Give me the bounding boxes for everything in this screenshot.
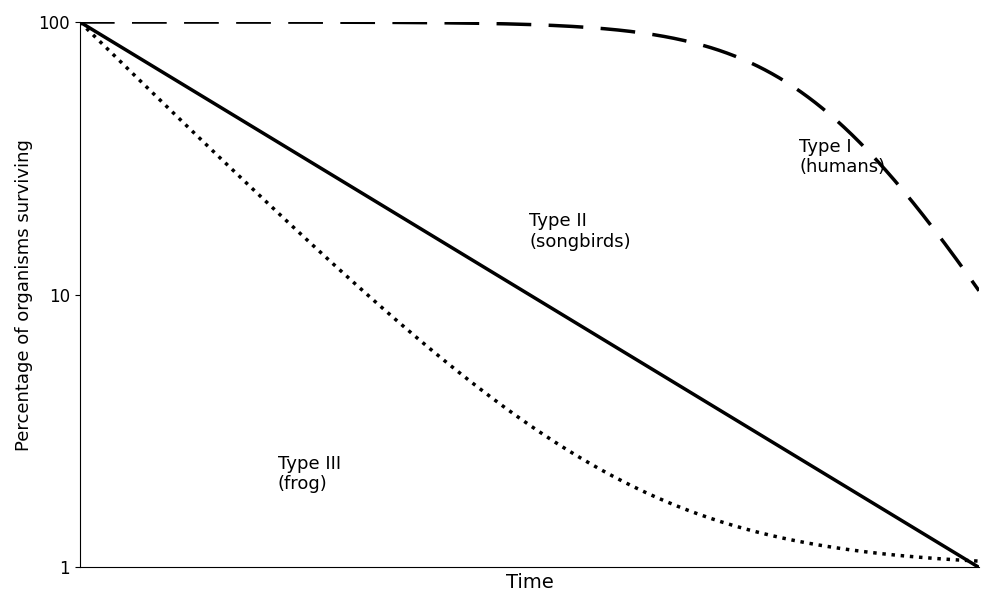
X-axis label: Time: Time: [506, 573, 554, 592]
Y-axis label: Percentage of organisms surviving: Percentage of organisms surviving: [15, 139, 33, 450]
Text: Type III
(frog): Type III (frog): [277, 455, 341, 493]
Text: Type II
(songbirds): Type II (songbirds): [530, 212, 631, 251]
Text: Type I
(humans): Type I (humans): [799, 138, 886, 177]
